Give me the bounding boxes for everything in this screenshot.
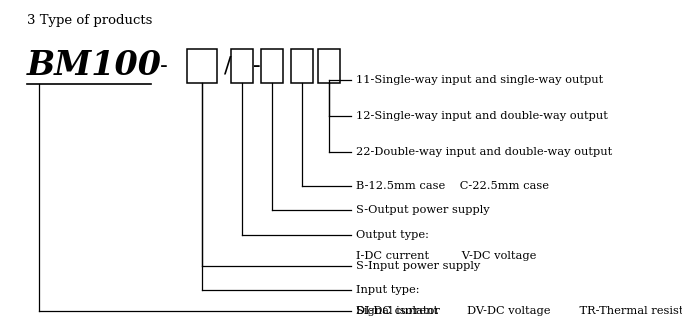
Text: Output type:: Output type: <box>357 230 429 240</box>
Text: Signal isolator: Signal isolator <box>357 306 441 316</box>
Text: -: - <box>253 55 261 77</box>
Text: 3 Type of products: 3 Type of products <box>27 14 152 27</box>
Text: DI-DC current        DV-DC voltage        TR-Thermal resistance: DI-DC current DV-DC voltage TR-Thermal r… <box>357 307 682 316</box>
Bar <box>231 48 253 83</box>
Text: B-12.5mm case    C-22.5mm case: B-12.5mm case C-22.5mm case <box>357 181 550 191</box>
Text: 12-Single-way input and double-way output: 12-Single-way input and double-way outpu… <box>357 111 608 121</box>
Bar <box>318 48 340 83</box>
Text: /: / <box>224 55 231 77</box>
Text: -: - <box>153 55 175 77</box>
Bar <box>261 48 283 83</box>
Text: S-Output power supply: S-Output power supply <box>357 205 490 215</box>
Text: I-DC current         V-DC voltage: I-DC current V-DC voltage <box>357 251 537 261</box>
Bar <box>188 48 218 83</box>
Text: 11-Single-way input and single-way output: 11-Single-way input and single-way outpu… <box>357 75 604 85</box>
Text: 22-Double-way input and double-way output: 22-Double-way input and double-way outpu… <box>357 147 612 157</box>
Bar <box>291 48 313 83</box>
Text: Input type:: Input type: <box>357 285 420 295</box>
Text: BM100: BM100 <box>27 49 162 82</box>
Text: S-Input power supply: S-Input power supply <box>357 261 481 271</box>
